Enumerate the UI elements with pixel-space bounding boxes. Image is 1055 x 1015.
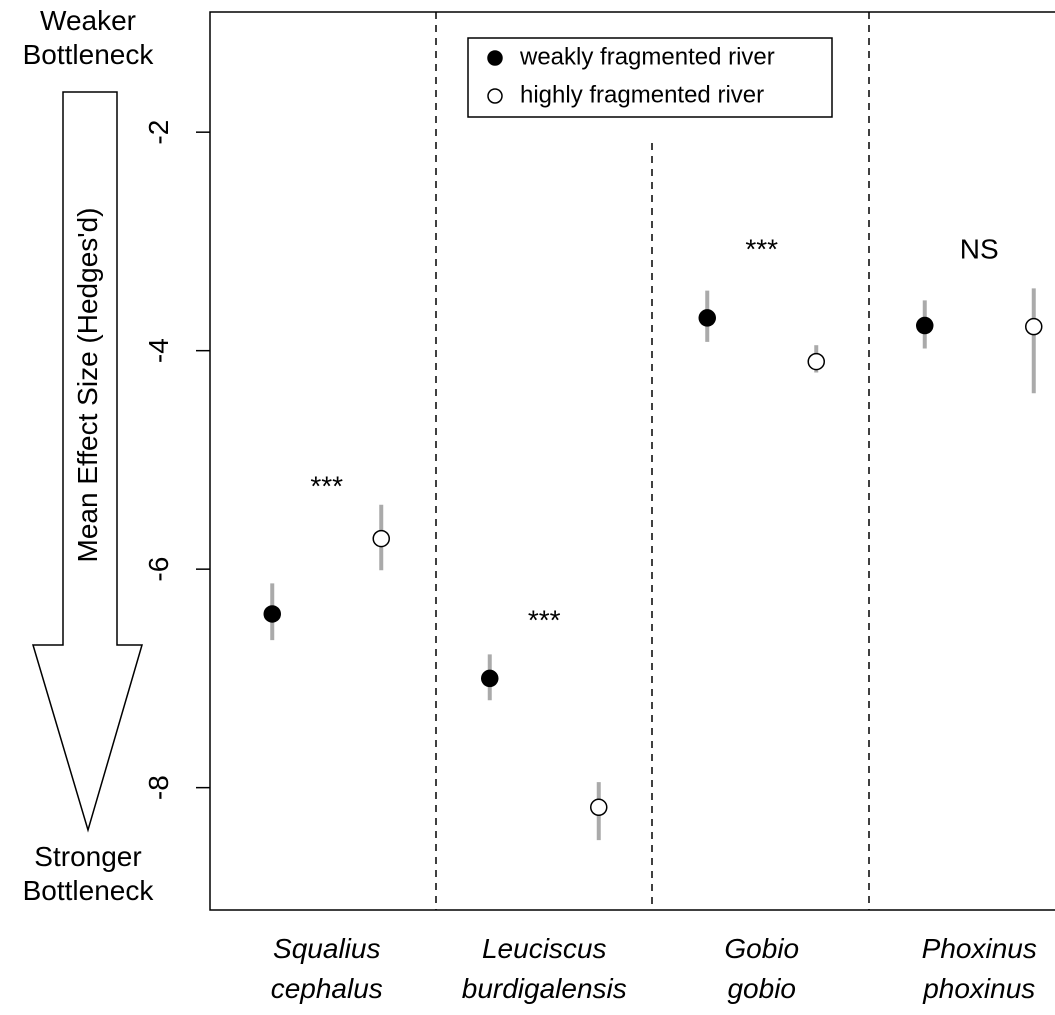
x-tick-label-line: cephalus <box>271 973 383 1004</box>
legend-label: weakly fragmented river <box>519 43 775 70</box>
point <box>1025 317 1043 336</box>
x-tick-label: Gobio gobio <box>724 933 799 1004</box>
point <box>590 798 608 817</box>
y-tick-label: -2 <box>143 120 174 145</box>
legend-marker <box>487 88 503 104</box>
point <box>263 605 281 623</box>
legend-label: highly fragmented river <box>520 81 764 108</box>
x-tick-label-line: Leuciscus <box>482 933 607 964</box>
x-tick-label: Squalius cephalus <box>271 933 383 1004</box>
legend-marker <box>487 50 503 66</box>
x-tick-label: Phoxinus phoxinus <box>922 933 1037 1004</box>
x-tick-label: Leuciscus burdigalensis <box>462 933 627 1004</box>
y-tick-label: -4 <box>143 338 174 363</box>
x-tick-label-line: Gobio <box>724 933 799 964</box>
y-axis-title: Mean Effect Size (Hedges'd) <box>72 207 103 562</box>
x-tick-label-line: Phoxinus <box>922 933 1037 964</box>
point <box>807 352 825 371</box>
x-tick-label-line: gobio <box>727 973 796 1004</box>
point <box>481 669 499 688</box>
y-tick-label: -6 <box>143 557 174 582</box>
significance-label: *** <box>745 233 778 264</box>
bottleneck-arrow <box>31 91 144 833</box>
x-tick-label-line: phoxinus <box>922 973 1035 1004</box>
significance-label: NS <box>960 233 999 264</box>
x-tick-label-line: burdigalensis <box>462 973 627 1004</box>
x-tick-label-line: Squalius <box>273 933 380 964</box>
point <box>698 309 716 327</box>
bottom-note: Stronger Bottleneck <box>23 841 155 906</box>
point <box>916 316 934 335</box>
plot-frame <box>209 11 1055 911</box>
point <box>372 529 390 548</box>
y-tick-label: -8 <box>143 775 174 800</box>
legend <box>467 37 833 118</box>
significance-label: *** <box>310 470 343 501</box>
significance-label: *** <box>528 604 561 635</box>
top-note: Weaker Bottleneck <box>23 5 155 70</box>
